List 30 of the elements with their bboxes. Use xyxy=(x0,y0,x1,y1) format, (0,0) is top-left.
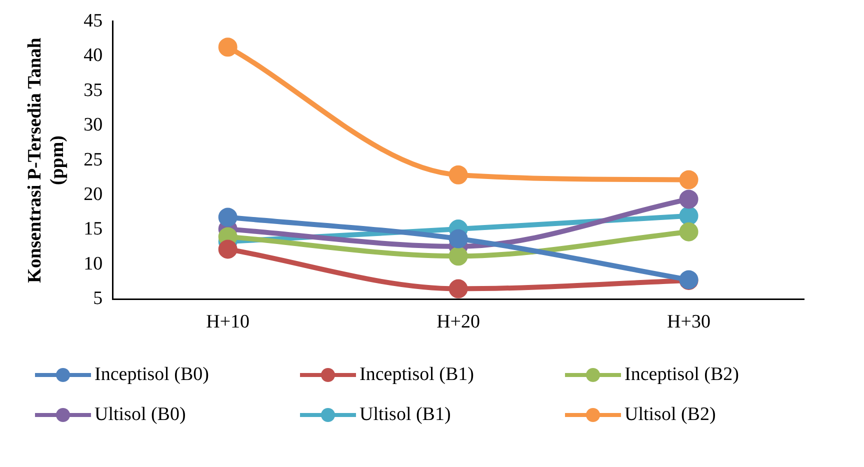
y-tick-label: 35 xyxy=(84,80,103,101)
legend-label: Inceptisol (B1) xyxy=(360,364,474,386)
legend-label: Inceptisol (B0) xyxy=(94,364,210,386)
point xyxy=(679,206,698,226)
y-axis-title: Konsentrasi P-Tersedia Tanah (ppm) xyxy=(24,37,68,283)
point xyxy=(218,208,238,227)
legend-label: Inceptisol (B2) xyxy=(624,364,740,386)
legend-label: Ultisol (B0) xyxy=(94,404,186,426)
y-tick-label: 20 xyxy=(84,184,103,206)
point xyxy=(679,170,698,190)
point xyxy=(448,246,468,266)
point xyxy=(679,190,698,209)
legend-label: Ultisol (B2) xyxy=(624,404,716,426)
y-tick-label: 10 xyxy=(84,253,103,274)
y-tick-label: 40 xyxy=(84,45,103,66)
y-tick-label: 15 xyxy=(84,218,103,240)
point xyxy=(448,165,468,184)
y-tick-label: 5 xyxy=(93,288,103,310)
point xyxy=(679,222,698,242)
y-tick-label: 30 xyxy=(84,114,103,136)
x-tick-label: H+10 xyxy=(206,312,250,333)
legend-label: Ultisol (B1) xyxy=(360,404,451,426)
point xyxy=(448,229,468,248)
y-tick-label: 25 xyxy=(84,149,103,170)
point xyxy=(448,279,468,298)
x-tick-label: H+20 xyxy=(436,312,480,333)
y-tick-label: 45 xyxy=(84,10,103,32)
point xyxy=(218,240,238,259)
point xyxy=(218,38,238,57)
x-tick-label: H+30 xyxy=(667,312,710,333)
